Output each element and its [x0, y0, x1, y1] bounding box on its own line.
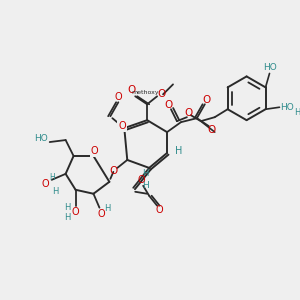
Text: O: O: [185, 108, 193, 118]
Text: O: O: [109, 166, 118, 176]
Text: O: O: [118, 121, 126, 131]
Text: O: O: [157, 89, 165, 99]
Text: HO: HO: [34, 134, 48, 142]
Text: methoxy: methoxy: [131, 90, 159, 95]
Text: H: H: [104, 204, 111, 213]
Text: H: H: [175, 146, 183, 156]
Text: O: O: [137, 175, 145, 185]
Text: O: O: [42, 179, 50, 189]
Text: HO: HO: [262, 63, 276, 72]
Text: O: O: [155, 205, 163, 215]
Text: H: H: [49, 173, 55, 182]
Text: O: O: [127, 85, 135, 95]
Text: O: O: [98, 208, 105, 219]
Text: H: H: [142, 181, 148, 190]
Text: O: O: [72, 207, 80, 217]
Text: O: O: [165, 100, 173, 110]
Text: H: H: [64, 213, 71, 222]
Text: O: O: [91, 146, 98, 156]
Text: O: O: [208, 125, 216, 135]
Text: H: H: [294, 108, 300, 117]
Text: H: H: [142, 169, 148, 178]
Text: HO: HO: [280, 103, 294, 112]
Text: O: O: [203, 95, 211, 105]
Text: H: H: [52, 187, 59, 196]
Text: O: O: [115, 92, 122, 102]
Text: H: H: [64, 203, 71, 212]
